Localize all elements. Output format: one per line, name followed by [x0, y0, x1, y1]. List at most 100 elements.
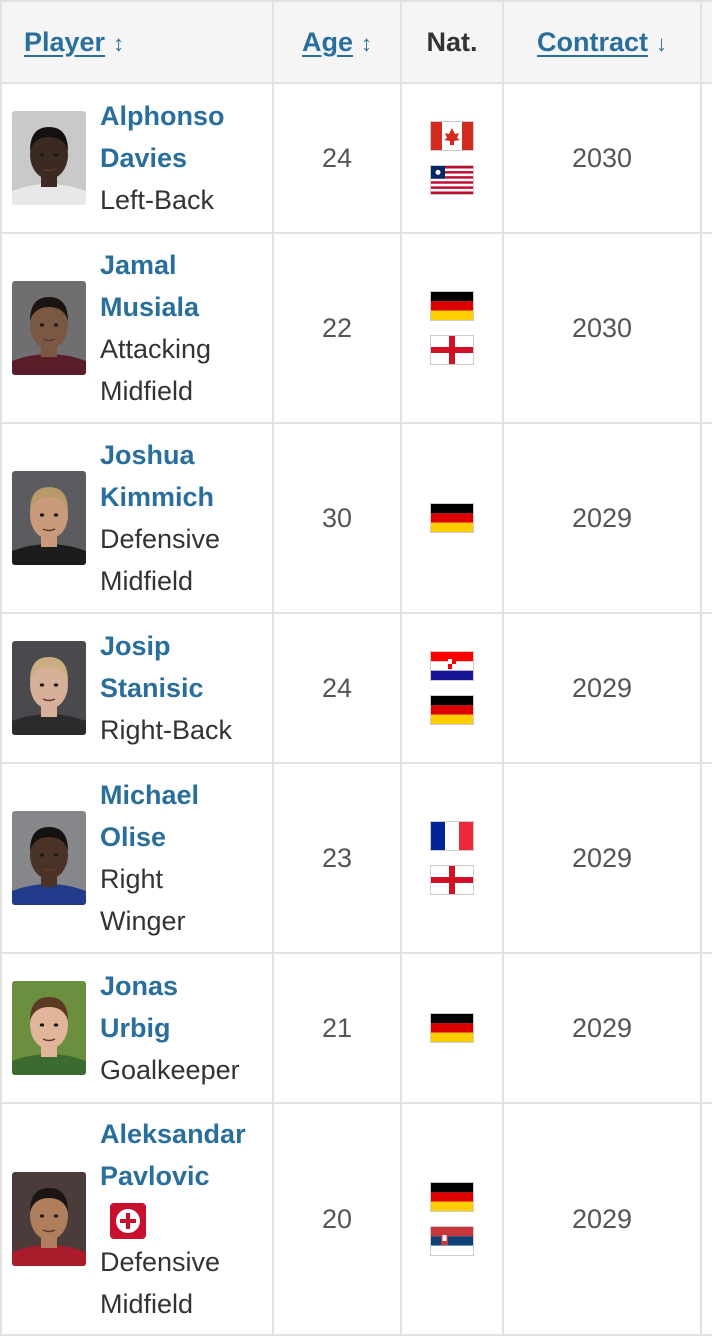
age-cell: 24: [272, 82, 402, 234]
overflow-cell: [700, 232, 712, 424]
player-position: Midfield: [100, 566, 194, 596]
contract-cell: 2029: [502, 952, 702, 1104]
player-name-link[interactable]: Michael: [100, 780, 200, 810]
nationality-cell: [400, 422, 504, 614]
player-position: Attacking: [100, 334, 212, 364]
player-photo-frame[interactable]: [12, 811, 86, 905]
sort-both-icon[interactable]: ↕: [361, 30, 372, 56]
contract-cell: 2029: [502, 1102, 702, 1336]
nationality-column-header: Nat.: [400, 0, 504, 84]
england-flag: [430, 335, 474, 365]
player-name-link[interactable]: Alphonso: [100, 101, 225, 131]
overflow-cell: [700, 82, 712, 234]
flag-stack: [402, 651, 502, 725]
player-position: Midfield: [100, 1288, 194, 1319]
overflow-cell: [700, 1102, 712, 1336]
player-position: Right: [100, 864, 164, 894]
player-name-link[interactable]: Jonas: [100, 971, 179, 1001]
player-photo: [12, 1172, 86, 1266]
overflow-column-header: [700, 0, 712, 84]
medical-cross-icon[interactable]: [110, 1202, 146, 1239]
flag-stack: [402, 291, 502, 365]
player-cell: Jamal Musiala Attacking Midfield: [0, 232, 274, 424]
germany-flag: [430, 503, 474, 533]
table-row: Aleksandar Pavlovic Defensive Midfield 20 202…: [0, 1102, 712, 1336]
player-name-link[interactable]: Joshua: [100, 440, 195, 470]
player-photo: [12, 641, 86, 735]
germany-flag: [430, 1182, 474, 1212]
age-sort-link[interactable]: Age: [301, 26, 353, 57]
table-row: Michael Olise Right Winger 23 2029: [0, 762, 712, 954]
liberia-flag: [430, 165, 474, 195]
germany-flag: [430, 695, 474, 725]
player-name-link[interactable]: Josip: [100, 631, 171, 661]
player-photo-frame[interactable]: [12, 471, 86, 565]
player-photo: [12, 471, 86, 565]
overflow-cell: [700, 422, 712, 614]
player-photo-frame[interactable]: [12, 641, 86, 735]
contract-cell: 2029: [502, 612, 702, 764]
player-column-header[interactable]: Player ↕: [0, 0, 274, 84]
overflow-cell: [700, 762, 712, 954]
player-photo: [12, 111, 86, 205]
table-row: Alphonso Davies Left-Back 24 2030: [0, 82, 712, 234]
player-cell: Alphonso Davies Left-Back: [0, 82, 274, 234]
player-photo-frame[interactable]: [12, 111, 86, 205]
nationality-cell: [400, 82, 504, 234]
germany-flag: [430, 1013, 474, 1043]
player-name-link[interactable]: Pavlovic: [100, 1161, 210, 1192]
table-row: Joshua Kimmich Defensive Midfield 30 2029: [0, 422, 712, 614]
flag-stack: [402, 503, 502, 533]
player-position: Midfield: [100, 376, 194, 406]
player-position: Defensive: [100, 1246, 221, 1277]
age-cell: 21: [272, 952, 402, 1104]
player-name-link[interactable]: Kimmich: [100, 482, 215, 512]
sort-desc-icon[interactable]: ↓: [656, 30, 667, 56]
sort-both-icon[interactable]: ↕: [113, 30, 125, 56]
player-name-link[interactable]: Urbig: [100, 1013, 171, 1043]
player-sort-link[interactable]: Player: [24, 26, 106, 57]
player-photo-frame[interactable]: [12, 1172, 86, 1266]
player-cell: Jonas Urbig Goalkeeper: [0, 952, 274, 1104]
flag-stack: [402, 1013, 502, 1043]
player-photo-frame[interactable]: [12, 281, 86, 375]
player-name-link[interactable]: Olise: [100, 822, 167, 852]
england-flag: [430, 865, 474, 895]
nationality-cell: [400, 232, 504, 424]
medical-cross-circle: [116, 1208, 140, 1233]
serbia-flag: [430, 1226, 474, 1256]
player-name-link[interactable]: Musiala: [100, 292, 200, 322]
player-cell: Michael Olise Right Winger: [0, 762, 274, 954]
player-name-link[interactable]: Stanisic: [100, 673, 204, 703]
table-row: Jamal Musiala Attacking Midfield 22 2030: [0, 232, 712, 424]
player-photo-frame[interactable]: [12, 981, 86, 1075]
player-position: Defensive: [100, 524, 221, 554]
player-name-link[interactable]: Jamal: [100, 250, 177, 280]
contract-cell: 2030: [502, 232, 702, 424]
player-cell: Joshua Kimmich Defensive Midfield: [0, 422, 274, 614]
player-photo: [12, 981, 86, 1075]
table-row: Jonas Urbig Goalkeeper 21 2029: [0, 952, 712, 1104]
player-position: Right-Back: [100, 715, 233, 745]
player-cell: Aleksandar Pavlovic Defensive Midfield: [0, 1102, 274, 1336]
contract-sort-link[interactable]: Contract: [536, 26, 648, 57]
table-row: Josip Stanisic Right-Back 24 2029: [0, 612, 712, 764]
contract-cell: 2030: [502, 82, 702, 234]
player-position: Goalkeeper: [100, 1055, 240, 1085]
age-cell: 23: [272, 762, 402, 954]
age-column-header[interactable]: Age ↕: [272, 0, 402, 84]
nationality-cell: [400, 762, 504, 954]
germany-flag: [430, 291, 474, 321]
player-name-link[interactable]: Aleksandar: [100, 1119, 246, 1150]
nationality-header-label: Nat.: [426, 26, 478, 57]
overflow-cell: [700, 612, 712, 764]
age-cell: 20: [272, 1102, 402, 1336]
contract-column-header[interactable]: Contract ↓: [502, 0, 702, 84]
table-body: Alphonso Davies Left-Back 24 2030 Jamal Musial…: [0, 82, 712, 1336]
player-name-link[interactable]: Davies: [100, 143, 188, 173]
age-cell: 24: [272, 612, 402, 764]
canada-flag: [430, 121, 474, 151]
contract-cell: 2029: [502, 762, 702, 954]
